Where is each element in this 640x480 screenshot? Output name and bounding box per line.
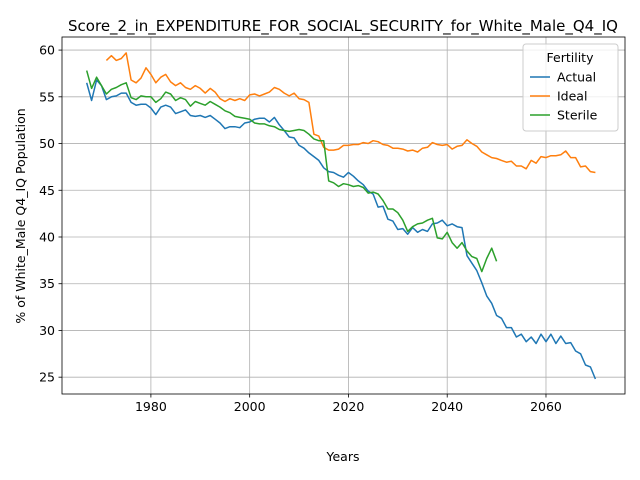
y-tick-label: 35 bbox=[39, 276, 55, 291]
series-lines bbox=[85, 52, 597, 380]
legend-label-ideal: Ideal bbox=[557, 89, 587, 104]
grid-lines bbox=[62, 37, 625, 394]
y-axis-label: % of White_Male Q4_IQ Population bbox=[13, 108, 28, 323]
y-tick-label: 25 bbox=[39, 370, 55, 385]
legend-title: Fertility bbox=[547, 50, 595, 65]
x-tick-label: 1980 bbox=[135, 399, 167, 414]
legend: Fertility Actual Ideal Sterile bbox=[522, 43, 619, 132]
y-tick-label: 45 bbox=[39, 183, 55, 198]
x-tick-label: 2060 bbox=[530, 399, 562, 414]
legend-box bbox=[522, 43, 619, 132]
x-tick-label: 2040 bbox=[431, 399, 463, 414]
legend-label-actual: Actual bbox=[557, 70, 596, 85]
y-tick-label: 40 bbox=[39, 229, 55, 244]
series-line-actual bbox=[85, 79, 597, 380]
y-axis-ticks: 25 30 35 40 45 50 55 60 bbox=[39, 43, 62, 385]
y-tick-label: 60 bbox=[39, 43, 55, 58]
series-line-ideal bbox=[105, 52, 596, 174]
x-axis-label: Years bbox=[326, 449, 360, 464]
series-line-sterile bbox=[85, 70, 498, 273]
y-tick-label: 50 bbox=[39, 136, 55, 151]
x-axis-ticks: 1980 2000 2020 2040 2060 bbox=[135, 394, 562, 414]
chart-title: Score_2_in_EXPENDITURE_FOR_SOCIAL_SECURI… bbox=[68, 17, 618, 36]
y-tick-label: 30 bbox=[39, 323, 55, 338]
x-tick-label: 2000 bbox=[234, 399, 266, 414]
x-tick-label: 2020 bbox=[333, 399, 365, 414]
legend-label-sterile: Sterile bbox=[557, 108, 598, 123]
y-tick-label: 55 bbox=[39, 89, 55, 104]
plot-frame bbox=[61, 36, 626, 395]
